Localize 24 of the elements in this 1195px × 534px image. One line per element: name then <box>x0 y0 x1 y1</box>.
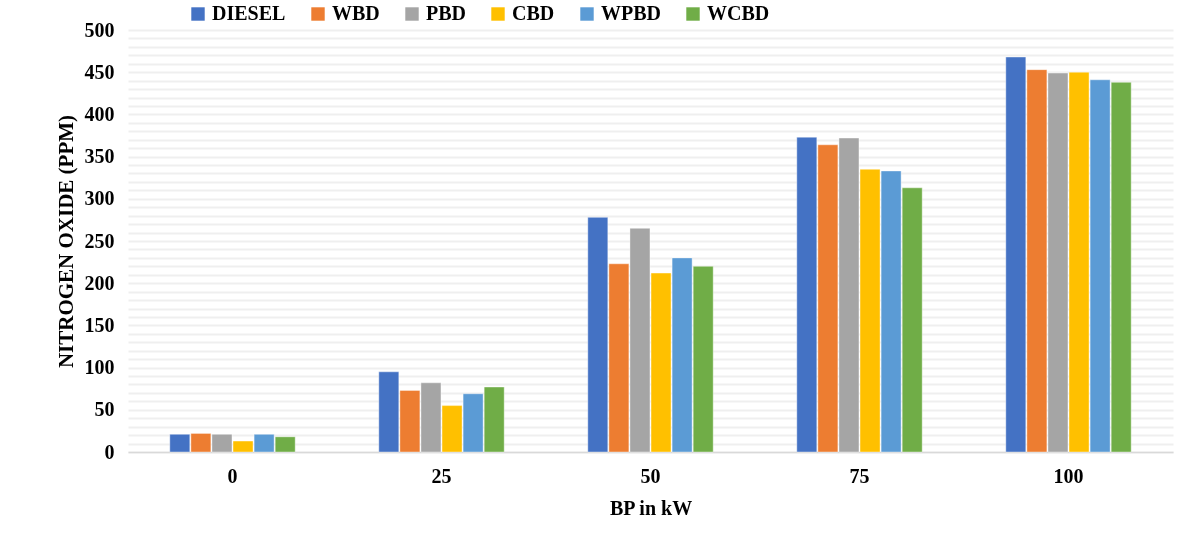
x-tick-label: 100 <box>1053 464 1084 487</box>
legend-label: WCBD <box>707 2 770 24</box>
y-tick-label: 250 <box>84 229 115 252</box>
y-axis-title: NITROGEN OXIDE (PPM) <box>53 114 78 369</box>
y-tick-label: 50 <box>94 398 115 421</box>
x-tick-label: 25 <box>431 464 452 487</box>
y-tick-label: 300 <box>84 187 115 210</box>
legend-label: DIESEL <box>212 2 286 24</box>
y-tick-label: 450 <box>84 60 115 83</box>
y-tick-label: 100 <box>84 356 115 379</box>
y-tick-label: 500 <box>84 18 115 41</box>
legend-label: WPBD <box>601 2 661 24</box>
y-tick-label: 350 <box>84 145 115 168</box>
x-tick-label: 75 <box>849 464 870 487</box>
x-tick-label: 50 <box>640 464 661 487</box>
y-tick-label: 200 <box>84 271 115 294</box>
y-tick-label: 400 <box>84 102 115 125</box>
x-axis-title: BP in kW <box>609 496 693 519</box>
y-tick-label: 0 <box>104 440 115 463</box>
y-tick-label: 150 <box>84 313 115 336</box>
x-tick-label: 0 <box>227 464 238 487</box>
legend-label: WBD <box>332 2 380 24</box>
legend-label: CBD <box>512 2 555 24</box>
legend-label: PBD <box>426 2 466 24</box>
